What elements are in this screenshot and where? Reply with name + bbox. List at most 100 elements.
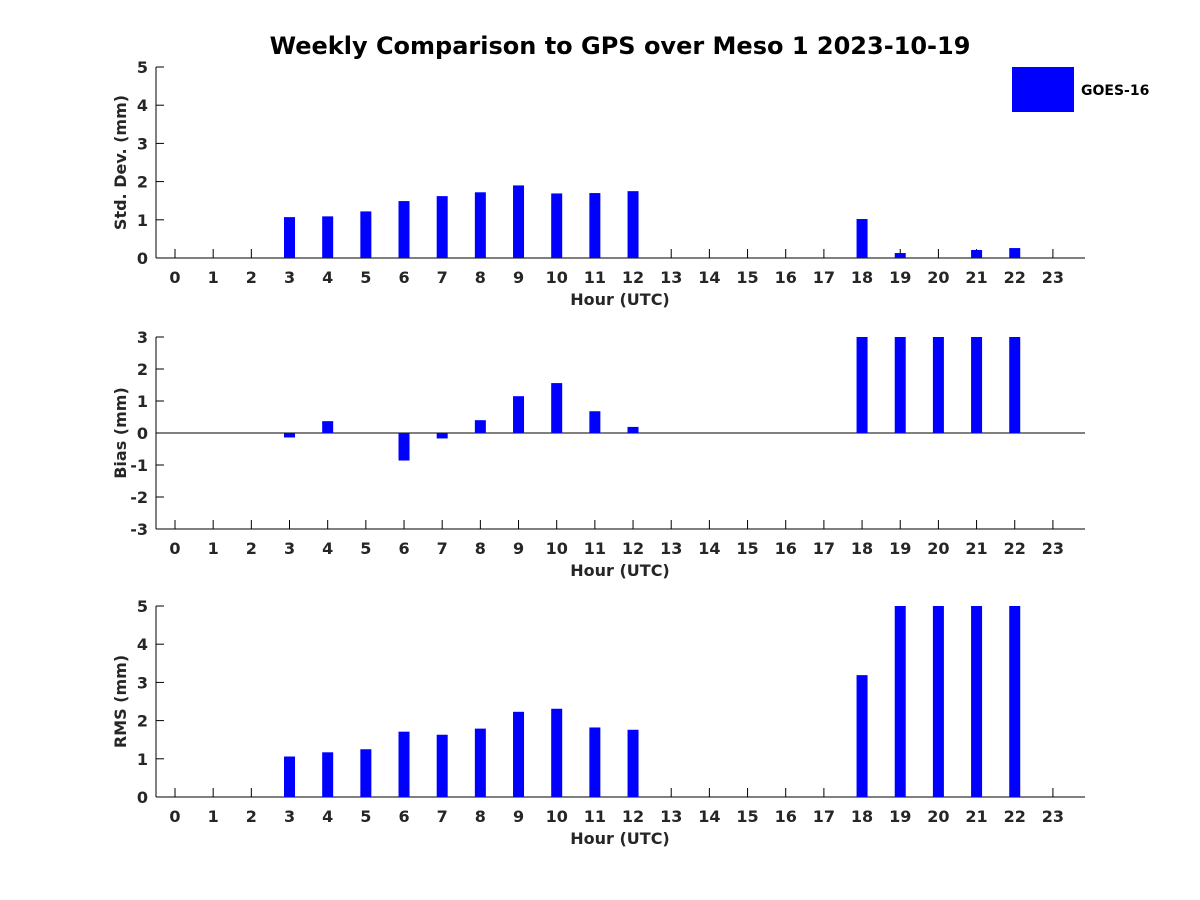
x-tick-label: 21 [965,268,987,287]
bar-hour-3 [284,756,296,797]
x-tick-label: 12 [622,539,644,558]
x-tick-label: 21 [965,539,987,558]
x-tick-label: 15 [736,268,758,287]
x-tick-label: 13 [660,539,682,558]
bar-hour-21 [971,249,983,258]
x-tick-label: 2 [246,539,257,558]
x-tick-label: 18 [851,268,873,287]
x-tick-label: 10 [546,539,568,558]
bar-hour-20 [932,337,944,433]
bar-hour-20 [932,606,944,797]
x-tick-label: 8 [475,807,486,826]
x-tick-label: 11 [584,807,606,826]
x-tick-label: 14 [698,807,720,826]
bar-hour-6 [398,201,410,258]
bar-hour-12 [627,191,639,258]
x-tick-label: 23 [1042,807,1064,826]
x-tick-label: 0 [169,807,180,826]
x-tick-label: 10 [546,268,568,287]
bar-hour-12 [627,729,639,797]
bar-hour-8 [474,728,486,797]
x-tick-label: 3 [284,807,295,826]
x-tick-label: 18 [851,539,873,558]
bar-hour-18 [856,219,868,258]
figure-title: Weekly Comparison to GPS over Meso 1 202… [270,32,971,60]
bar-hour-22 [1009,337,1021,433]
x-tick-label: 2 [246,268,257,287]
x-tick-label: 1 [208,807,219,826]
x-tick-label: 3 [284,268,295,287]
bar-hour-6 [398,731,410,797]
x-tick-label: 19 [889,807,911,826]
x-tick-label: 20 [927,539,949,558]
x-tick-label: 4 [322,807,333,826]
bar-hour-4 [322,752,334,797]
bar-hour-21 [971,337,983,433]
bar-hour-19 [894,253,906,258]
x-tick-label: 17 [813,807,835,826]
x-axis-label: Hour (UTC) [570,829,670,848]
x-tick-label: 7 [437,539,448,558]
x-tick-label: 5 [360,268,371,287]
bar-hour-4 [322,216,334,258]
x-tick-label: 21 [965,807,987,826]
bar-hour-4 [322,421,334,433]
y-tick-label: 3 [137,328,148,347]
x-tick-label: 5 [360,539,371,558]
bar-hour-10 [551,383,563,433]
x-tick-label: 6 [398,268,409,287]
x-axis-label: Hour (UTC) [570,290,670,309]
bar-hour-18 [856,675,868,797]
y-tick-label: 0 [137,249,148,268]
x-tick-label: 16 [775,807,797,826]
y-axis-label: Std. Dev. (mm) [111,95,130,230]
legend-label: GOES-16 [1081,83,1149,99]
x-tick-label: 19 [889,539,911,558]
bar-hour-7 [436,433,448,439]
bar-hour-19 [894,606,906,797]
y-axis-label: Bias (mm) [111,387,130,479]
x-tick-label: 9 [513,539,524,558]
x-tick-label: 22 [1004,539,1026,558]
bar-hour-22 [1009,606,1021,797]
y-tick-label: 0 [137,424,148,443]
bar-hour-3 [284,433,296,438]
bar-hour-6 [398,433,410,461]
y-tick-label: 3 [137,673,148,692]
x-tick-label: 14 [698,539,720,558]
y-tick-label: -1 [130,456,148,475]
y-tick-label: 0 [137,788,148,807]
x-tick-label: 0 [169,268,180,287]
bar-hour-11 [589,727,601,797]
x-tick-label: 8 [475,268,486,287]
y-tick-label: 5 [137,58,148,77]
y-tick-label: -3 [130,520,148,539]
x-tick-label: 6 [398,807,409,826]
legend: GOES-16 [1012,67,1149,112]
bar-hour-3 [284,217,296,258]
bar-hour-7 [436,196,448,258]
x-tick-label: 4 [322,268,333,287]
x-tick-label: 17 [813,539,835,558]
bar-hour-10 [551,708,563,797]
y-tick-label: 4 [137,635,148,654]
y-tick-label: 1 [137,392,148,411]
bar-hour-10 [551,193,563,258]
bar-hour-22 [1009,248,1021,258]
y-tick-label: 1 [137,211,148,230]
bar-hour-18 [856,337,868,433]
bar-hour-9 [513,185,525,258]
bar-hour-21 [971,606,983,797]
x-tick-label: 15 [736,807,758,826]
x-tick-label: 16 [775,539,797,558]
x-axis-label: Hour (UTC) [570,561,670,580]
x-tick-label: 0 [169,539,180,558]
y-tick-label: -2 [130,488,148,507]
x-tick-label: 23 [1042,268,1064,287]
x-tick-label: 12 [622,268,644,287]
x-tick-label: 3 [284,539,295,558]
